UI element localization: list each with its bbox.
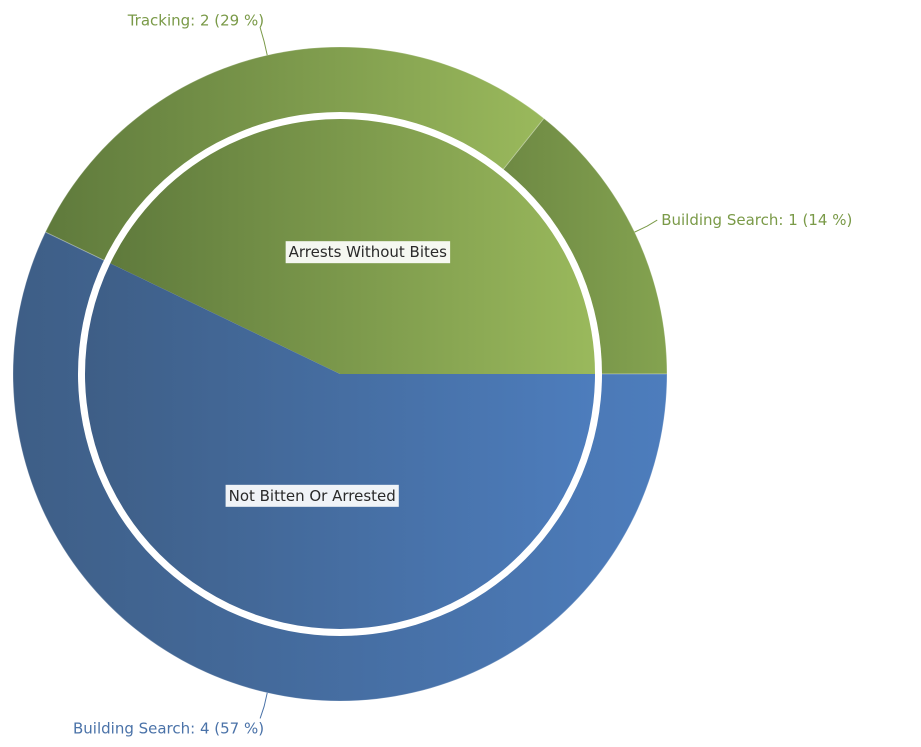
leader-line <box>259 692 268 719</box>
inner-ring <box>85 118 596 629</box>
leader-line <box>259 27 268 56</box>
leader-lines <box>259 27 658 719</box>
outer-label-building-search-4: Building Search: 4 (57 %) <box>73 719 264 737</box>
inner-label-0: Arrests Without Bites <box>285 241 451 264</box>
inner-label-text: Not Bitten Or Arrested <box>229 487 396 505</box>
leader-line <box>634 219 658 233</box>
inner-label-box <box>225 484 399 507</box>
outer-label-tracking-2: Tracking: 2 (29 %) <box>127 12 264 30</box>
outer-label-building-search-1: Building Search: 1 (14 %) <box>661 211 852 229</box>
inner-slice-not-bitten-or-arrested[interactable] <box>85 263 595 629</box>
slice-labels: Arrests Without Bites Not Bitten Or Arres… <box>73 12 852 738</box>
inner-label-text: Arrests Without Bites <box>289 243 447 261</box>
inner-label-box <box>285 241 451 264</box>
inner-label-1: Not Bitten Or Arrested <box>225 484 399 507</box>
